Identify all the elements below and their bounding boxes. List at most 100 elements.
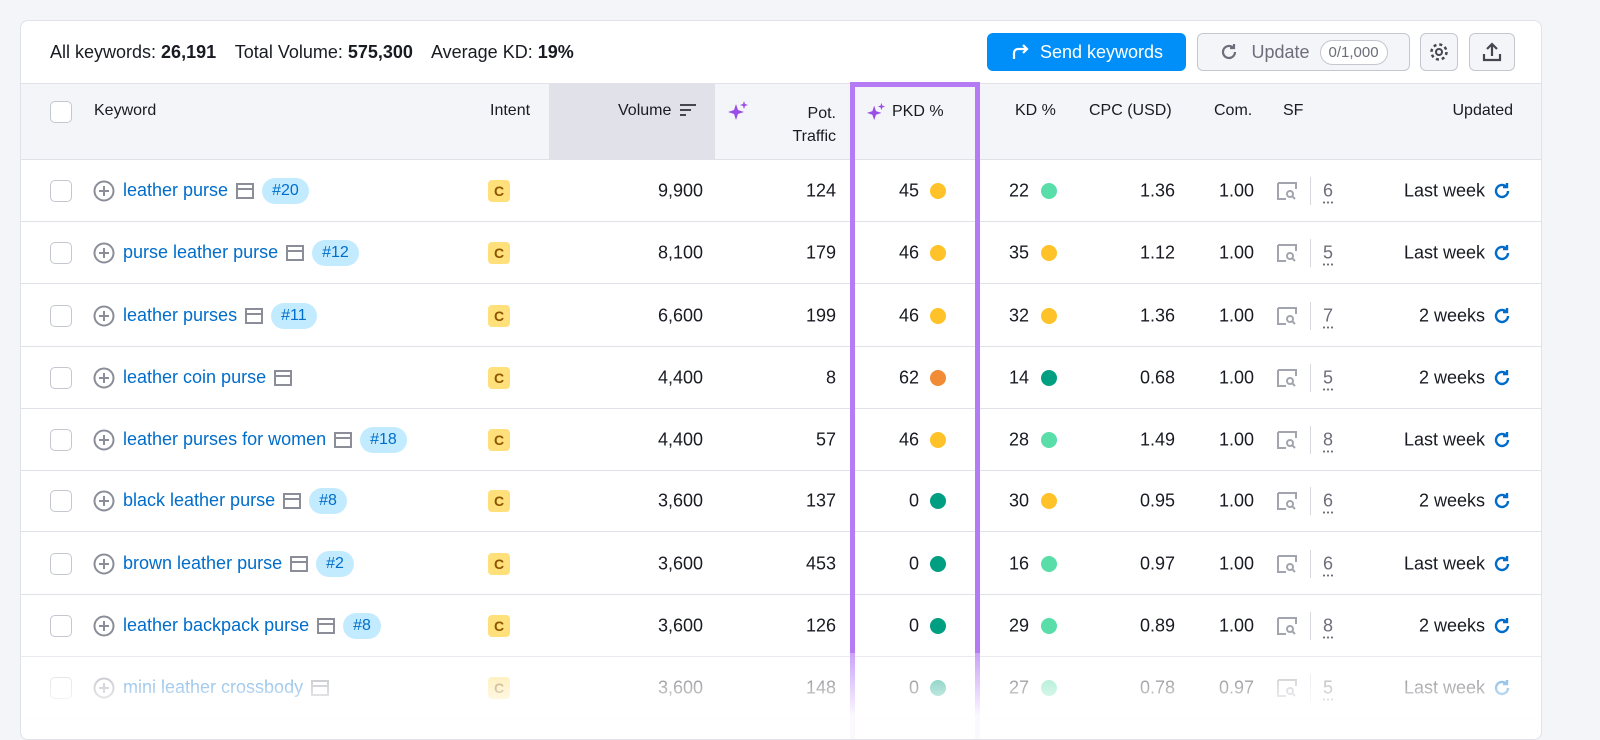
- keyword-link[interactable]: purse leather purse: [123, 242, 278, 263]
- cpc-value: 1.12: [1140, 242, 1175, 263]
- pkd-difficulty-dot: [930, 432, 946, 448]
- column-com[interactable]: Com.: [1214, 102, 1252, 120]
- serp-snapshot-icon[interactable]: [274, 370, 292, 386]
- serp-snapshot-icon[interactable]: [236, 183, 254, 199]
- keyword-cell: leather purses for women #18: [93, 427, 407, 453]
- serp-features-icon[interactable]: [1277, 369, 1297, 387]
- column-pkd-label: PKD %: [892, 103, 944, 121]
- table-row: leather purses #11 C 6,600 199 46 32 1.3…: [21, 285, 1541, 347]
- column-pot-traffic[interactable]: Pot. Traffic: [792, 102, 836, 148]
- sf-divider: [1310, 302, 1311, 330]
- keyword-link[interactable]: leather purse: [123, 180, 228, 201]
- pkd-difficulty-dot: [930, 618, 946, 634]
- column-intent[interactable]: Intent: [490, 102, 530, 120]
- kd-difficulty-dot: [1041, 370, 1057, 386]
- send-keywords-button[interactable]: Send keywords: [987, 33, 1186, 71]
- serp-features-icon[interactable]: [1277, 182, 1297, 200]
- row-checkbox[interactable]: [50, 490, 72, 512]
- refresh-icon[interactable]: [1492, 678, 1512, 698]
- sf-count[interactable]: 6: [1323, 490, 1333, 511]
- column-kd[interactable]: KD %: [1015, 102, 1056, 120]
- column-keyword[interactable]: Keyword: [94, 102, 156, 120]
- sf-count[interactable]: 7: [1323, 305, 1333, 326]
- add-circle-icon[interactable]: [93, 367, 115, 389]
- add-circle-icon[interactable]: [93, 242, 115, 264]
- avg-kd-value: 19%: [538, 42, 574, 62]
- update-button[interactable]: Update 0/1,000: [1197, 33, 1410, 71]
- sf-divider: [1310, 426, 1311, 454]
- refresh-icon[interactable]: [1492, 368, 1512, 388]
- serp-features-icon[interactable]: [1277, 617, 1297, 635]
- refresh-icon[interactable]: [1492, 430, 1512, 450]
- row-checkbox[interactable]: [50, 429, 72, 451]
- keyword-table-card: All keywords: 26,191 Total Volume: 575,3…: [20, 20, 1542, 740]
- row-checkbox[interactable]: [50, 615, 72, 637]
- column-pkd[interactable]: PKD %: [866, 102, 944, 122]
- sf-count[interactable]: 6: [1323, 553, 1333, 574]
- refresh-icon[interactable]: [1492, 306, 1512, 326]
- row-checkbox[interactable]: [50, 677, 72, 699]
- column-cpc[interactable]: CPC (USD): [1089, 102, 1172, 120]
- serp-features-icon[interactable]: [1277, 307, 1297, 325]
- select-all-checkbox[interactable]: [50, 101, 72, 123]
- keyword-cell: leather purse #20: [93, 178, 309, 204]
- sf-count[interactable]: 5: [1323, 367, 1333, 388]
- serp-features-icon[interactable]: [1277, 679, 1297, 697]
- pkd-difficulty-dot: [930, 556, 946, 572]
- add-circle-icon[interactable]: [93, 305, 115, 327]
- row-checkbox[interactable]: [50, 180, 72, 202]
- keyword-link[interactable]: leather backpack purse: [123, 615, 309, 636]
- serp-features-icon[interactable]: [1277, 492, 1297, 510]
- row-checkbox[interactable]: [50, 242, 72, 264]
- serp-features-icon[interactable]: [1277, 431, 1297, 449]
- export-button[interactable]: [1469, 33, 1515, 71]
- sf-count[interactable]: 5: [1323, 242, 1333, 263]
- sf-count[interactable]: 8: [1323, 429, 1333, 450]
- settings-button[interactable]: [1420, 33, 1458, 71]
- refresh-icon[interactable]: [1492, 181, 1512, 201]
- sf-count[interactable]: 8: [1323, 615, 1333, 636]
- refresh-icon[interactable]: [1492, 491, 1512, 511]
- serp-snapshot-icon[interactable]: [283, 493, 301, 509]
- serp-snapshot-icon[interactable]: [245, 308, 263, 324]
- keyword-link[interactable]: black leather purse: [123, 490, 275, 511]
- column-volume[interactable]: Volume: [618, 102, 697, 120]
- serp-snapshot-icon[interactable]: [286, 245, 304, 261]
- keyword-link[interactable]: mini leather crossbody: [123, 677, 303, 698]
- keyword-cell: leather backpack purse #8: [93, 613, 381, 639]
- keyword-link[interactable]: leather purses for women: [123, 429, 326, 450]
- refresh-icon: [1219, 42, 1239, 62]
- column-sf[interactable]: SF: [1283, 102, 1303, 120]
- serp-features-icon[interactable]: [1277, 244, 1297, 262]
- refresh-icon[interactable]: [1492, 616, 1512, 636]
- add-circle-icon[interactable]: [93, 429, 115, 451]
- intent-badge: C: [488, 429, 510, 451]
- refresh-icon[interactable]: [1492, 243, 1512, 263]
- pot-traffic-value: 199: [806, 305, 836, 326]
- refresh-icon[interactable]: [1492, 554, 1512, 574]
- keyword-link[interactable]: leather coin purse: [123, 367, 266, 388]
- serp-snapshot-icon[interactable]: [290, 556, 308, 572]
- volume-sorted-bg: [549, 84, 715, 160]
- row-checkbox[interactable]: [50, 305, 72, 327]
- add-circle-icon[interactable]: [93, 180, 115, 202]
- row-checkbox[interactable]: [50, 367, 72, 389]
- sf-count[interactable]: 5: [1323, 677, 1333, 698]
- add-circle-icon[interactable]: [93, 615, 115, 637]
- row-checkbox[interactable]: [50, 553, 72, 575]
- kd-difficulty-dot: [1041, 308, 1057, 324]
- keyword-link[interactable]: brown leather purse: [123, 553, 282, 574]
- serp-snapshot-icon[interactable]: [311, 680, 329, 696]
- sf-count[interactable]: 6: [1323, 180, 1333, 201]
- updated-value: Last week: [1404, 180, 1485, 201]
- table-row: leather purses for women #18 C 4,400 57 …: [21, 409, 1541, 471]
- serp-features-icon[interactable]: [1277, 555, 1297, 573]
- keyword-link[interactable]: leather purses: [123, 305, 237, 326]
- add-circle-icon[interactable]: [93, 553, 115, 575]
- column-updated[interactable]: Updated: [1453, 102, 1514, 120]
- serp-snapshot-icon[interactable]: [317, 618, 335, 634]
- add-circle-icon[interactable]: [93, 677, 115, 699]
- competition-value: 0.97: [1219, 677, 1254, 698]
- add-circle-icon[interactable]: [93, 490, 115, 512]
- serp-snapshot-icon[interactable]: [334, 432, 352, 448]
